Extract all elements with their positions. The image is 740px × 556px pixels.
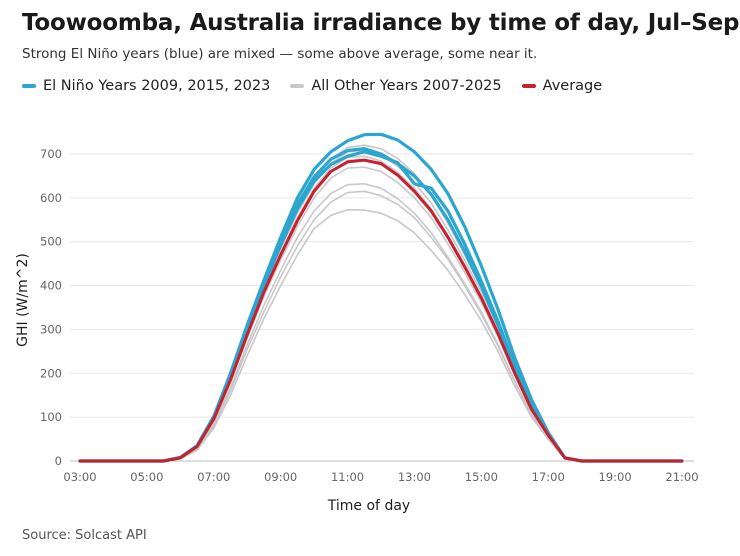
x-tick-label: 03:00 (63, 470, 96, 484)
y-tick-label: 600 (40, 191, 62, 205)
x-tick-label: 07:00 (197, 470, 230, 484)
y-tick-label: 500 (40, 235, 62, 249)
legend-item-other-years: All Other Years 2007-2025 (290, 78, 502, 94)
series-line-other-3 (79, 183, 683, 462)
y-axis-title: GHI (W/m^2) (15, 253, 31, 347)
chart-title: Toowoomba, Australia irradiance by time … (22, 10, 740, 36)
chart-subtitle: Strong El Niño years (blue) are mixed — … (22, 46, 538, 62)
y-tick-labels: 0 100 200 300 400 500 600 700 (40, 147, 62, 468)
x-tick-label: 09:00 (264, 470, 297, 484)
series-line-average-1 (78, 158, 684, 463)
gridlines (70, 153, 694, 462)
x-axis-title: Time of day (327, 498, 410, 514)
legend-label-average: Average (542, 78, 603, 94)
series-line-other-1 (79, 208, 683, 462)
source-note: Source: Solcast API (22, 528, 147, 543)
series-line-other-8 (79, 158, 683, 462)
x-tick-label: 05:00 (130, 470, 163, 484)
legend-label-el-nino: El Niño Years 2009, 2015, 2023 (43, 78, 271, 94)
legend-swatch-average (521, 84, 536, 88)
y-tick-label: 0 (55, 454, 62, 468)
legend-item-el-nino: El Niño Years 2009, 2015, 2023 (22, 78, 270, 94)
y-tick-label: 700 (40, 147, 62, 161)
y-tick-label: 100 (40, 410, 62, 424)
series-line-elnino-1 (78, 132, 684, 463)
x-tick-labels: 03:00 05:00 07:00 09:00 11:00 13:00 15:00 17:00… (63, 470, 698, 484)
series-line-other-7 (79, 144, 683, 462)
legend-label-other-years: All Other Years 2007-2025 (311, 78, 502, 94)
series-line-other-5 (79, 155, 683, 462)
x-tick-label: 15:00 (465, 470, 498, 484)
chart-legend: El Niño Years 2009, 2015, 2023 All Other… (22, 78, 602, 94)
series-line-other-6 (79, 149, 683, 462)
legend-swatch-el-nino (22, 84, 36, 88)
x-tick-label: 13:00 (398, 470, 431, 484)
x-tick-label: 17:00 (532, 470, 565, 484)
legend-swatch-other-years (290, 84, 305, 88)
series-lines (78, 132, 684, 463)
x-tick-label: 11:00 (331, 470, 364, 484)
x-tick-label: 21:00 (665, 470, 698, 484)
series-line-other-2 (79, 190, 683, 462)
x-tick-label: 19:00 (599, 470, 632, 484)
y-tick-label: 400 (40, 279, 62, 293)
legend-item-average: Average (521, 78, 603, 94)
y-tick-label: 200 (40, 366, 62, 380)
y-tick-label: 300 (40, 322, 62, 336)
